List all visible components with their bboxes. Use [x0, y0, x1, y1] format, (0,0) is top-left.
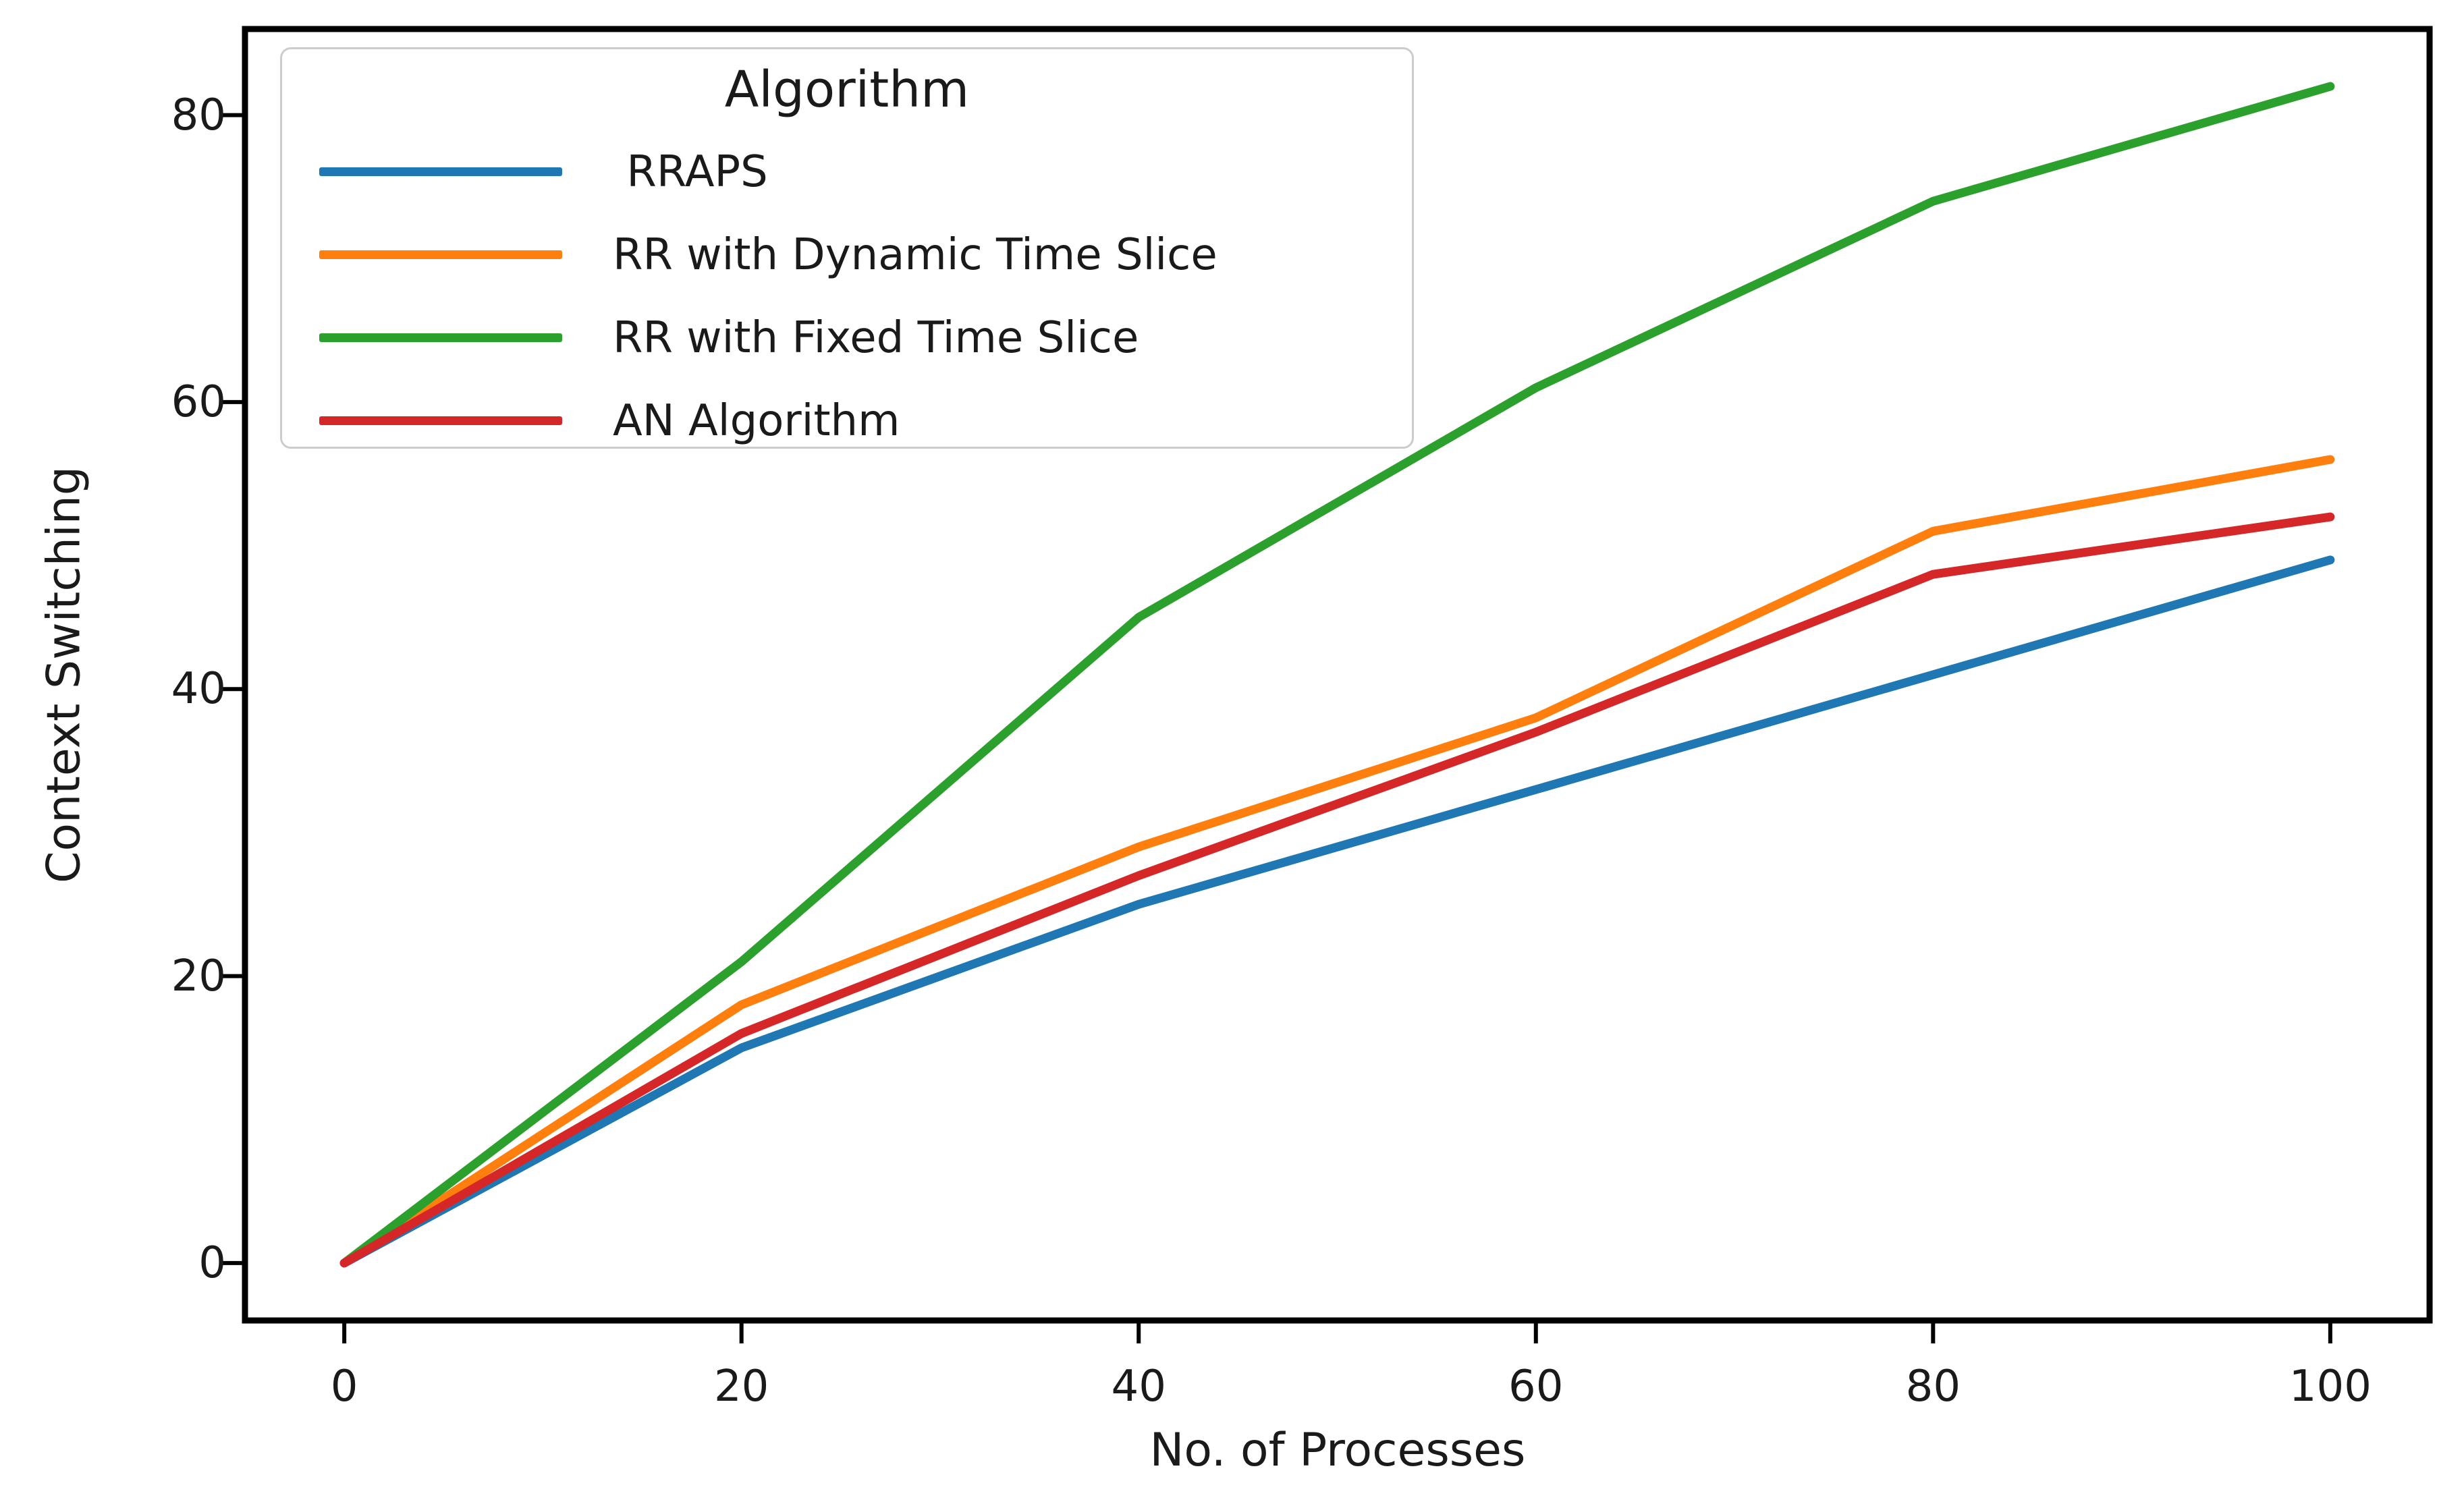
legend-label: RR with Fixed Time Slice	[613, 312, 1139, 363]
y-tick-label-20: 20	[171, 951, 226, 1001]
x-tick-label-60: 60	[1508, 1362, 1564, 1412]
legend-items: RRAPS RR with Dynamic Time Slice RR with F…	[282, 130, 1412, 462]
x-tick-label-80: 80	[1905, 1362, 1961, 1412]
y-axis-label: Context Switching	[37, 466, 91, 883]
series-line-rr-with-dynamic-time-slice	[339, 455, 2335, 1268]
legend: Algorithm RRAPS RR with Dynamic Time Slic…	[280, 47, 1414, 449]
legend-row-rr-with-fixed-time-slice: RR with Fixed Time Slice	[282, 296, 1412, 379]
legend-row-rraps: RRAPS	[282, 130, 1412, 213]
y-tick-label-80: 80	[171, 90, 226, 140]
series-line-rr-with-fixed-time-slice	[339, 82, 2335, 1268]
legend-label: RRAPS	[613, 146, 768, 197]
x-tick-label-40: 40	[1111, 1362, 1166, 1412]
legend-label: RR with Dynamic Time Slice	[613, 229, 1217, 280]
y-tick-label-60: 60	[171, 377, 226, 427]
legend-line-swatch	[319, 250, 562, 259]
legend-line-swatch	[319, 416, 562, 425]
series-line-rraps	[339, 555, 2335, 1268]
legend-row-an-algorithm: AN Algorithm	[282, 379, 1412, 462]
series-line-an-algorithm	[339, 512, 2335, 1268]
legend-title: Algorithm	[724, 61, 970, 119]
legend-line-swatch	[319, 167, 562, 176]
legend-row-rr-with-dynamic-time-slice: RR with Dynamic Time Slice	[282, 213, 1412, 296]
y-tick-label-40: 40	[171, 664, 226, 715]
y-tick-label-0: 0	[198, 1237, 226, 1288]
x-tick-label-20: 20	[713, 1362, 769, 1412]
legend-label: AN Algorithm	[613, 395, 900, 446]
axes-frame	[242, 26, 2433, 1324]
x-tick-label-100: 100	[2289, 1362, 2372, 1412]
x-axis-label: No. of Processes	[1149, 1424, 1526, 1477]
x-tick-label-0: 0	[330, 1362, 358, 1412]
legend-line-swatch	[319, 333, 562, 342]
